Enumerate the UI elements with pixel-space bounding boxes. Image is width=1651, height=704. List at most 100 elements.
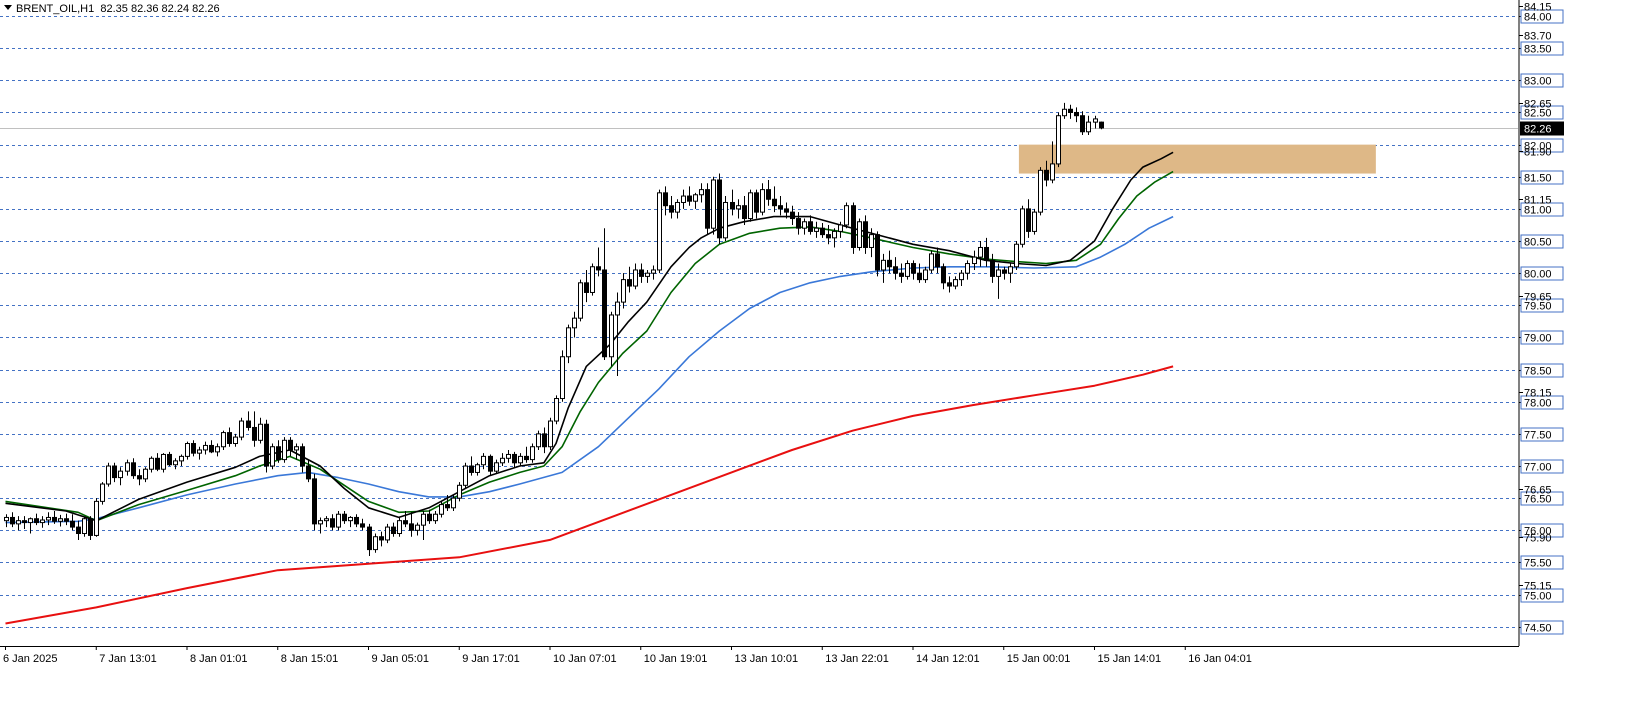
candle-body	[590, 266, 595, 293]
candle-body	[953, 279, 958, 287]
candle-body	[391, 526, 396, 535]
candle	[596, 247, 601, 277]
candle	[572, 311, 577, 338]
candle-body	[88, 518, 93, 536]
level-label-box	[1520, 459, 1564, 474]
candle-body	[524, 455, 529, 461]
candle	[542, 427, 547, 454]
candle-body	[233, 436, 238, 445]
candle	[155, 453, 160, 472]
candle	[324, 516, 329, 528]
y-tick-label: 76.50	[1524, 494, 1552, 506]
candle	[802, 218, 807, 235]
candle-body	[663, 192, 668, 207]
candle	[342, 511, 347, 524]
x-tick-label: 10 Jan 19:01	[644, 653, 708, 665]
candle-body	[705, 189, 710, 229]
x-tick-label: 9 Jan 17:01	[462, 653, 520, 665]
candle	[475, 462, 480, 476]
candle-body	[754, 192, 759, 213]
candle	[996, 263, 1001, 299]
candle-body	[512, 453, 517, 464]
x-tick-label: 7 Jan 13:01	[99, 653, 157, 665]
candle	[445, 494, 450, 512]
candle-body	[808, 221, 813, 232]
y-tick-label: 76.65	[1524, 485, 1552, 497]
candle-body	[264, 423, 269, 467]
candle-body	[899, 272, 904, 277]
candle-body	[518, 455, 523, 464]
y-tick-label: 75.00	[1524, 591, 1552, 603]
candle-body	[1099, 121, 1104, 129]
y-tick-label: 82.50	[1524, 108, 1552, 120]
candle	[215, 443, 220, 457]
candle-body	[796, 218, 801, 229]
candle	[506, 449, 511, 463]
candle-body	[288, 439, 293, 451]
dropdown-arrow-icon[interactable]	[4, 5, 12, 10]
candle	[941, 263, 946, 290]
candle	[106, 462, 111, 487]
candle	[197, 446, 202, 460]
candle	[161, 453, 166, 473]
candle	[869, 228, 874, 258]
candle	[669, 196, 674, 219]
level-label-box	[1520, 427, 1564, 442]
candle	[209, 440, 214, 454]
candle-body	[373, 536, 378, 551]
candle	[784, 202, 789, 219]
candle	[530, 443, 535, 463]
candle-body	[137, 475, 142, 480]
candle	[972, 250, 977, 270]
candle	[415, 522, 420, 536]
candle-body	[58, 518, 63, 522]
ema-slow-line	[5, 215, 1174, 524]
candle	[330, 514, 335, 531]
candle-body	[227, 432, 232, 445]
candle-body	[863, 221, 868, 248]
candle-body	[100, 483, 105, 502]
ema-long-line	[5, 365, 1174, 625]
candle-body	[481, 455, 486, 466]
candle-body	[409, 523, 414, 531]
candle	[935, 247, 940, 274]
candle	[851, 202, 856, 254]
candle-body	[905, 263, 910, 277]
y-tick-label: 83.00	[1524, 76, 1552, 88]
candle	[1020, 205, 1025, 248]
candle-body	[627, 279, 632, 287]
ohlc-readout: 82.35 82.36 82.24 82.26	[100, 3, 220, 15]
candle-body	[959, 272, 964, 281]
candle	[754, 189, 759, 219]
x-tick-label: 13 Jan 10:01	[735, 653, 799, 665]
candle	[191, 440, 196, 457]
candle	[723, 196, 728, 242]
level-label-box	[1520, 138, 1564, 153]
ema-mid-line	[5, 170, 1174, 522]
y-tick-label: 75.50	[1524, 558, 1552, 570]
y-tick-label: 75.15	[1524, 581, 1552, 593]
candle	[76, 520, 81, 540]
candle	[1099, 121, 1104, 130]
candle-body	[276, 446, 281, 461]
candle	[481, 453, 486, 470]
candle	[639, 263, 644, 283]
candle-body	[965, 263, 970, 274]
candle-body	[451, 497, 456, 509]
candle-body	[826, 234, 831, 239]
candle-body	[941, 266, 946, 284]
candle	[826, 224, 831, 245]
candle-body	[167, 453, 172, 466]
candle-body	[16, 520, 21, 525]
y-tick-label: 84.00	[1524, 12, 1552, 24]
candle	[560, 350, 565, 402]
candle	[167, 451, 172, 467]
candle	[125, 459, 130, 476]
candle	[893, 257, 898, 280]
candle-body	[657, 192, 662, 271]
candle-body	[639, 269, 644, 277]
candle	[28, 517, 33, 534]
candle-body	[118, 470, 123, 479]
current-price-box	[1520, 121, 1564, 136]
